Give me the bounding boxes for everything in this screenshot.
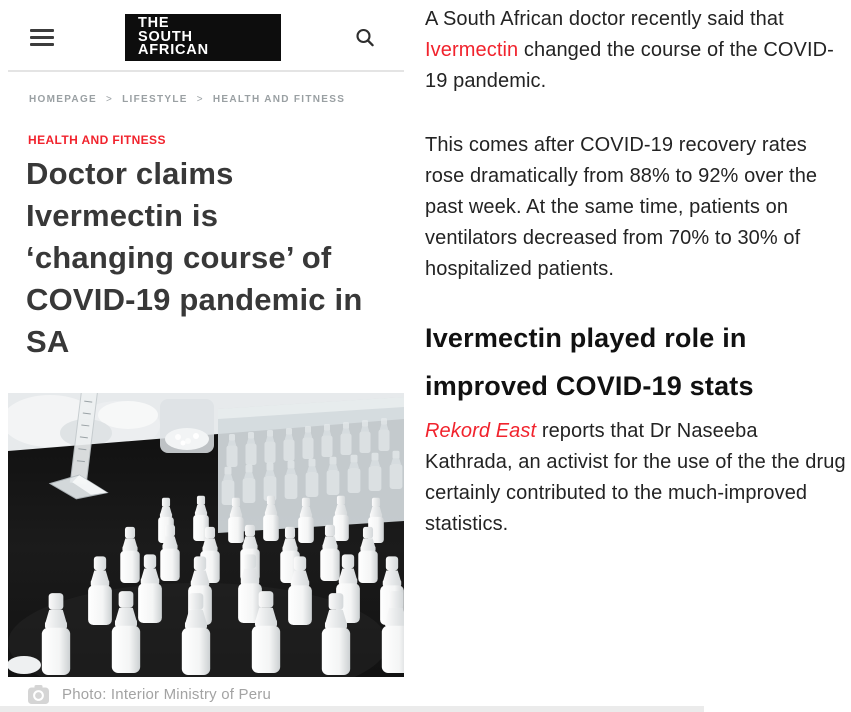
- logo-line: THE: [138, 15, 170, 32]
- site-logo[interactable]: THE SOUTH AFRICAN: [125, 14, 281, 61]
- article-body: A South African doctor recently said tha…: [425, 0, 846, 712]
- hamburger-menu-icon[interactable]: [30, 29, 54, 46]
- logo-line: AFRICAN: [138, 42, 209, 59]
- headline-line: Ivermectin is: [26, 198, 219, 233]
- site-header: THE SOUTH AFRICAN: [8, 10, 404, 65]
- header-divider: [8, 70, 404, 72]
- camera-icon: [28, 685, 49, 704]
- category-label[interactable]: HEALTH AND FITNESS: [28, 133, 166, 147]
- article-subheading: Ivermectin played role in improved COVID…: [425, 323, 754, 401]
- paragraph-2: This comes after COVID-19 recovery rates…: [425, 134, 818, 280]
- paragraph-text: A South African doctor recently said tha…: [425, 8, 784, 30]
- breadcrumb-health-and-fitness[interactable]: HEALTH AND FITNESS: [212, 94, 346, 105]
- paragraph-1: A South African doctor recently said tha…: [425, 4, 846, 97]
- breadcrumb-lifestyle[interactable]: LIFESTYLE: [122, 94, 188, 105]
- bottom-divider: [0, 706, 704, 712]
- headline-line: Doctor claims: [26, 156, 234, 191]
- logo-line: SOUTH: [138, 28, 193, 45]
- photo-caption: Photo: Interior Ministry of Peru: [62, 686, 271, 703]
- breadcrumb-homepage[interactable]: HOMEPAGE: [29, 94, 97, 105]
- ivermectin-link[interactable]: Ivermectin: [425, 39, 519, 61]
- breadcrumb-separator: >: [106, 94, 114, 105]
- search-icon[interactable]: [352, 25, 378, 51]
- headline-line: SA: [26, 324, 70, 359]
- photo-caption-row: Photo: Interior Ministry of Peru: [28, 685, 271, 704]
- breadcrumb: HOMEPAGE > LIFESTYLE > HEALTH AND FITNES…: [29, 94, 345, 105]
- dropper-bottles: [8, 495, 404, 675]
- headline-line: ‘changing course’ of: [26, 240, 332, 275]
- paragraph-text: changed the course of the COVID-19 pande…: [425, 39, 834, 92]
- graduated-cylinder: [48, 393, 109, 500]
- headline-line: COVID-19 pandemic in: [26, 282, 363, 317]
- paragraph-3: Rekord East reports that Dr Naseeba Kath…: [425, 416, 846, 540]
- article-headline: Doctor claims Ivermectin is ‘changing co…: [26, 153, 406, 363]
- breadcrumb-separator: >: [196, 94, 204, 105]
- left-column: THE SOUTH AFRICAN HOMEPAGE > LIFESTYLE >…: [0, 0, 704, 712]
- article-photo: [8, 393, 404, 677]
- rekord-east-link[interactable]: Rekord East: [425, 420, 537, 442]
- bottle-tray: [218, 397, 404, 533]
- granule-cup: [160, 399, 214, 453]
- paragraph-text: reports that Dr Naseeba Kathrada, an act…: [425, 420, 846, 535]
